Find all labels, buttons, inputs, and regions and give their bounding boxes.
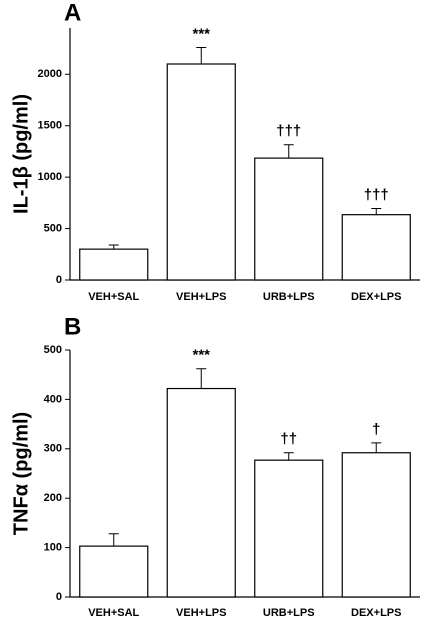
bar	[254, 459, 324, 598]
error-bar	[196, 47, 207, 64]
x-tick-label: URB+LPS	[263, 607, 315, 619]
error-bar	[283, 452, 294, 461]
annotation: ***	[192, 26, 210, 43]
y-tick-label: 400	[44, 393, 62, 405]
annotation: ††	[280, 431, 297, 448]
x-tick-label: URB+LPS	[263, 291, 315, 303]
bar	[341, 214, 411, 281]
y-tick-label: 1500	[38, 120, 62, 132]
error-bar	[371, 208, 382, 215]
x-tick-label: DEX+LPS	[351, 291, 401, 303]
y-tick-label: 200	[44, 492, 62, 504]
y-tick-label: 0	[56, 591, 62, 603]
bar	[79, 545, 149, 598]
annotation: †††	[276, 123, 301, 140]
y-tick-label: 500	[44, 344, 62, 356]
x-tick-label: VEH+SAL	[88, 291, 139, 303]
error-bar	[371, 442, 382, 453]
y-tick-label: 0	[56, 274, 62, 286]
x-tick-label: VEH+SAL	[88, 607, 139, 619]
x-tick-label: VEH+LPS	[176, 607, 226, 619]
panel-label: A	[64, 0, 81, 26]
bar	[79, 248, 149, 281]
bar	[166, 387, 236, 598]
bar	[254, 157, 324, 281]
error-bar	[283, 144, 294, 159]
error-bar	[196, 368, 207, 389]
y-tick-label: 500	[44, 222, 62, 234]
error-bar	[108, 533, 119, 547]
x-tick-label: VEH+LPS	[176, 291, 226, 303]
y-axis-label: TNFα (pg/ml)	[10, 412, 32, 535]
y-tick-label: 100	[44, 542, 62, 554]
y-tick-label: 2000	[38, 68, 62, 80]
bar	[341, 452, 411, 598]
panel-label: B	[64, 313, 81, 340]
y-axis-label: IL-1β (pg/ml)	[10, 94, 32, 214]
x-tick-label: DEX+LPS	[351, 607, 401, 619]
error-bar	[108, 244, 119, 250]
annotation: †	[372, 421, 380, 438]
y-tick-label: 1000	[38, 171, 62, 183]
annotation: ***	[192, 347, 210, 364]
annotation: †††	[364, 186, 389, 203]
bar	[166, 63, 236, 281]
y-tick-label: 300	[44, 443, 62, 455]
